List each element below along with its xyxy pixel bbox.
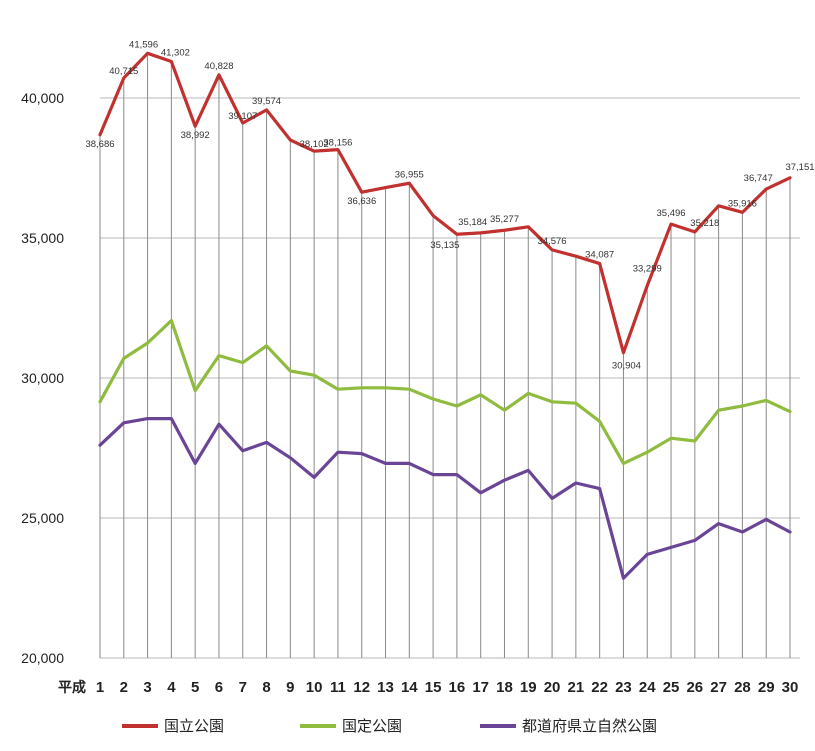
data-label: 39,574 [252, 96, 281, 107]
x-tick-label: 30 [782, 679, 799, 696]
data-label: 33,299 [633, 264, 662, 275]
x-tick-label: 16 [449, 679, 466, 696]
data-label: 38,686 [85, 139, 114, 150]
y-tick-label: 25,000 [21, 510, 64, 526]
x-tick-label: 3 [143, 679, 151, 696]
data-label: 38,992 [181, 130, 210, 141]
x-tick-label: 22 [591, 679, 608, 696]
data-label: 40,828 [204, 61, 233, 72]
x-tick-label: 28 [734, 679, 751, 696]
series-line-2 [98, 319, 792, 465]
series-lines [98, 51, 792, 580]
x-tick-label: 21 [568, 679, 585, 696]
x-tick-label: 5 [191, 679, 199, 696]
x-axis: 平成 1 2 3 4 5 6 7 8 9 10 11 12 13 14 15 16 17 18 19 20 21 22 23… [58, 679, 798, 696]
x-tick-label: 20 [544, 679, 561, 696]
data-label: 35,218 [690, 218, 719, 229]
series-line-1 [98, 51, 792, 355]
data-label: 34,576 [538, 236, 567, 247]
x-tick-label: 18 [496, 679, 513, 696]
x-tick-label: 26 [686, 679, 703, 696]
data-label: 35,135 [430, 240, 459, 251]
x-tick-label: 14 [401, 679, 418, 696]
data-label: 36,747 [744, 173, 773, 184]
data-label: 40,715 [109, 66, 138, 77]
data-label: 39,107 [228, 111, 257, 122]
x-tick-label: 15 [425, 679, 442, 696]
series-line-3 [98, 417, 792, 580]
data-label: 36,636 [347, 196, 376, 207]
x-tick-label: 4 [167, 679, 176, 696]
x-tick-label: 27 [710, 679, 727, 696]
x-axis-era-prefix: 平成 [58, 679, 86, 696]
data-label: 36,955 [395, 169, 424, 180]
data-label: 41,302 [161, 48, 190, 59]
x-tick-label: 1 [96, 679, 104, 696]
x-tick-label: 11 [330, 679, 346, 696]
legend-label-2: 国定公園 [342, 717, 402, 735]
x-tick-label: 6 [215, 679, 223, 696]
data-label: 35,496 [657, 208, 686, 219]
vertical-gridlines [99, 53, 791, 658]
x-tick-label: 13 [377, 679, 394, 696]
x-tick-label: 25 [663, 679, 680, 696]
x-tick-label: 10 [306, 679, 323, 696]
x-tick-label: 29 [758, 679, 775, 696]
y-tick-label: 35,000 [21, 230, 64, 246]
y-tick-label: 30,000 [21, 370, 64, 386]
y-axis: 20,000 25,000 30,000 35,000 40,000 [21, 90, 64, 666]
data-label: 41,596 [129, 39, 158, 50]
x-tick-label: 8 [262, 679, 270, 696]
data-label: 35,916 [728, 198, 757, 209]
x-tick-label: 2 [120, 679, 128, 696]
x-tick-label: 19 [520, 679, 537, 696]
y-tick-label: 40,000 [21, 90, 64, 106]
y-tick-label: 20,000 [21, 650, 64, 666]
data-label: 37,151 [785, 162, 814, 173]
data-label: 38,156 [323, 138, 352, 149]
x-tick-label: 12 [353, 679, 370, 696]
data-label: 30,904 [612, 361, 641, 372]
legend: 国立公園 国定公園 都道府県立自然公園 [122, 717, 657, 735]
horizontal-gridlines [100, 97, 800, 659]
x-tick-label: 23 [615, 679, 632, 696]
x-tick-label: 7 [239, 679, 247, 696]
legend-label-3: 都道府県立自然公園 [522, 717, 657, 735]
data-label: 34,087 [585, 250, 614, 261]
x-tick-label: 9 [286, 679, 294, 696]
data-label: 35,277 [490, 214, 519, 225]
x-tick-label: 17 [472, 679, 489, 696]
x-tick-label: 24 [639, 679, 656, 696]
legend-label-1: 国立公園 [164, 717, 224, 735]
data-label: 38,102 [300, 139, 329, 150]
data-label: 35,184 [458, 217, 487, 228]
